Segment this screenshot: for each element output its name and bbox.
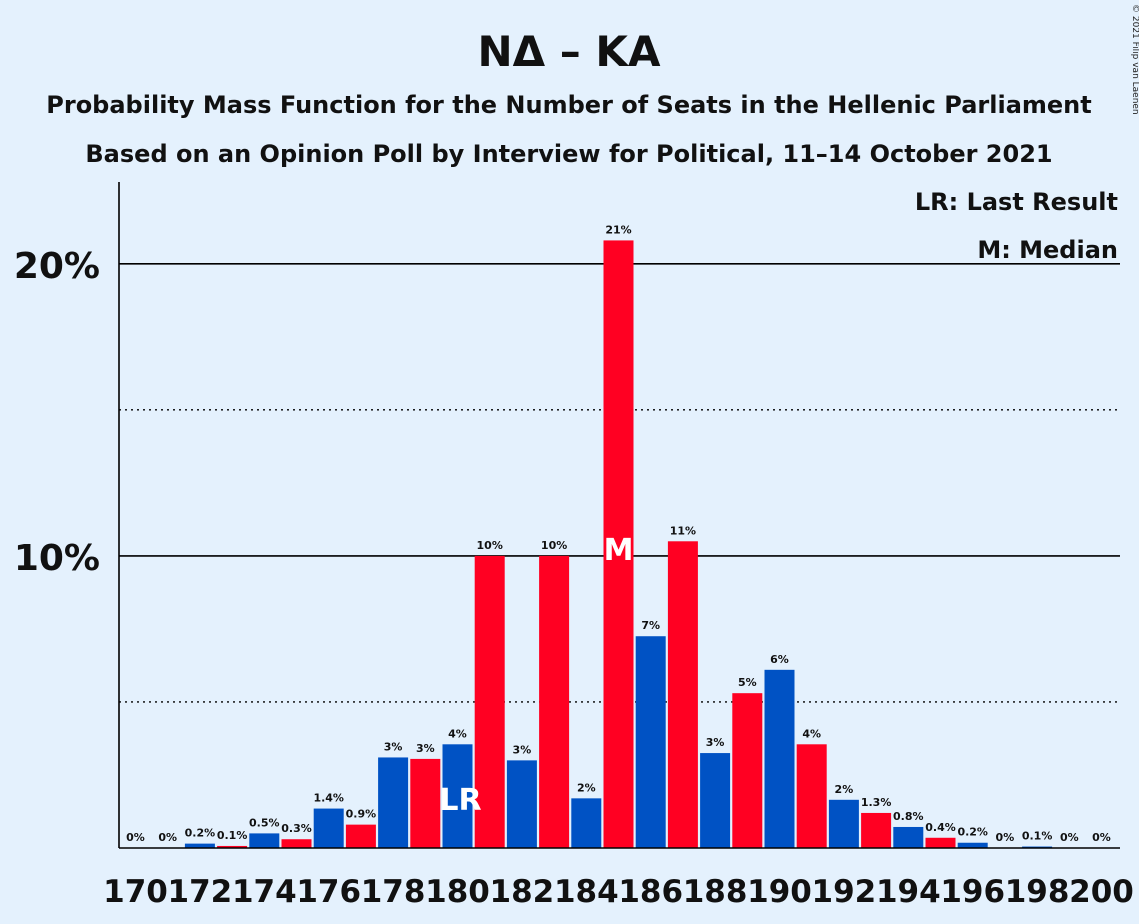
legend-last-result: LR: Last Result xyxy=(915,188,1118,216)
markers: LR M xyxy=(439,533,633,818)
bar-seat-189 xyxy=(732,693,763,848)
bar-seat-185 xyxy=(603,240,634,849)
x-tick-label: 198 xyxy=(1005,874,1070,910)
x-tick-label: 186 xyxy=(618,874,683,910)
x-tick-label: 196 xyxy=(940,874,1005,910)
bar-seat-177 xyxy=(345,824,376,848)
bar-seat-184 xyxy=(571,798,602,848)
bar-value-label: 1.3% xyxy=(861,796,892,809)
bar-seat-195 xyxy=(925,837,956,848)
bar-value-label: 0.1% xyxy=(1022,830,1053,843)
bar-seat-187 xyxy=(667,541,698,848)
bar-value-label: 0% xyxy=(1060,831,1079,844)
bar-seat-180 xyxy=(442,744,473,848)
bar-seat-186 xyxy=(635,636,666,848)
bar-value-label: 0% xyxy=(126,831,145,844)
bar-seat-192 xyxy=(828,799,859,848)
bar-value-label: 10% xyxy=(477,539,503,552)
bar-seat-175 xyxy=(281,839,312,848)
bar-seat-194 xyxy=(893,826,924,848)
bar-seat-193 xyxy=(861,812,892,848)
bar-seat-182 xyxy=(506,760,537,848)
bar-value-label: 3% xyxy=(416,742,435,755)
x-tick-label: 188 xyxy=(683,874,748,910)
bar-value-label: 2% xyxy=(577,781,596,794)
bar-value-label: 0.8% xyxy=(893,810,924,823)
axes: 10%20%170 172 174 176 178 180 182 184 186 188 190 1… xyxy=(14,182,1134,910)
bar-value-label: 6% xyxy=(770,653,789,666)
x-tick-label: 172 xyxy=(168,874,233,910)
bar-value-label: 0% xyxy=(996,831,1015,844)
x-tick-label: 200 xyxy=(1069,874,1134,910)
bar-value-label: 0.2% xyxy=(957,826,988,839)
bar-seat-178 xyxy=(378,757,409,848)
bar-value-label: 2% xyxy=(835,783,854,796)
bar-value-label: 3% xyxy=(384,740,403,753)
chart-subtitle-1: Probability Mass Function for the Number… xyxy=(46,91,1091,119)
bar-value-label: 1.4% xyxy=(313,792,344,805)
bar-value-label: 0% xyxy=(158,831,177,844)
bar-seat-196 xyxy=(957,842,988,848)
bar-value-label: 5% xyxy=(738,676,757,689)
bar-value-label: 0.9% xyxy=(346,808,377,821)
bar-seat-174 xyxy=(249,833,280,848)
bar-value-label: 0.1% xyxy=(217,829,248,842)
bar-labels: 0% 0% 0.2% 0.1%0.5% 0.3%1.4%0.9%3% 3%4%10%3%1… xyxy=(126,223,1111,844)
bar-value-label: 4% xyxy=(802,727,821,740)
x-tick-label: 176 xyxy=(296,874,361,910)
x-tick-label: 190 xyxy=(747,874,812,910)
x-tick-label: 184 xyxy=(554,874,619,910)
median-marker: M xyxy=(604,533,634,568)
bar-seat-173 xyxy=(217,845,248,848)
bars xyxy=(184,240,1053,849)
bar-seat-191 xyxy=(796,744,827,848)
bar-value-label: 0.5% xyxy=(249,816,280,829)
bar-value-label: 21% xyxy=(605,223,631,236)
copyright-notice: © 2021 Filip van Laenen xyxy=(1130,4,1139,115)
legend-median: M: Median xyxy=(977,236,1118,264)
x-tick-label: 182 xyxy=(490,874,555,910)
x-tick-label: 180 xyxy=(425,874,490,910)
bar-value-label: 7% xyxy=(641,619,660,632)
y-tick-label: 10% xyxy=(14,538,100,579)
bar-value-label: 4% xyxy=(448,727,467,740)
bar-value-label: 3% xyxy=(513,743,532,756)
x-tick-label: 194 xyxy=(876,874,941,910)
bar-value-label: 3% xyxy=(706,736,725,749)
y-tick-label: 20% xyxy=(14,246,100,287)
bar-seat-181 xyxy=(474,555,505,848)
bar-seat-183 xyxy=(539,555,570,848)
bar-value-label: 11% xyxy=(670,524,696,537)
bar-value-label: 10% xyxy=(541,539,567,552)
x-tick-label: 174 xyxy=(232,874,297,910)
bar-value-label: 0.3% xyxy=(281,822,312,835)
bar-seat-172 xyxy=(184,843,215,848)
x-tick-label: 170 xyxy=(103,874,168,910)
last-result-marker: LR xyxy=(439,783,481,818)
bar-value-label: 0.2% xyxy=(185,827,216,840)
bar-seat-176 xyxy=(313,808,344,848)
bar-value-label: 0.4% xyxy=(925,821,956,834)
bar-seat-179 xyxy=(410,758,441,848)
bar-seat-188 xyxy=(700,753,731,848)
x-tick-label: 192 xyxy=(812,874,877,910)
chart-title: ΝΔ – ΚΑ xyxy=(478,27,661,76)
chart-subtitle-2: Based on an Opinion Poll by Interview fo… xyxy=(85,140,1052,168)
x-tick-label: 178 xyxy=(361,874,426,910)
bar-seat-190 xyxy=(764,669,795,848)
bar-value-label: 0% xyxy=(1092,831,1111,844)
